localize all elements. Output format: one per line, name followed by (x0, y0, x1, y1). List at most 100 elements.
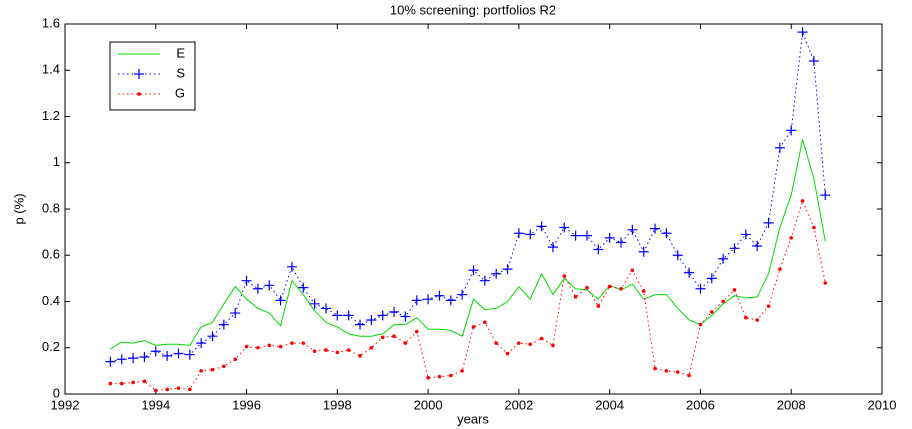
marker-dot (301, 341, 306, 345)
marker-dot (437, 374, 442, 379)
marker-dot (709, 310, 714, 314)
marker-plus (377, 310, 388, 321)
marker-dot (278, 344, 283, 349)
marker-plus (661, 228, 672, 239)
y-tick-label: 1.4 (42, 62, 60, 77)
marker-plus (207, 331, 218, 342)
marker-plus (162, 350, 173, 361)
marker-plus (604, 232, 615, 243)
marker-dot (766, 304, 771, 308)
series-line (110, 31, 826, 363)
marker-plus (468, 265, 479, 276)
marker-dot (619, 286, 623, 291)
y-tick-label: 0 (53, 385, 60, 400)
marker-dot (188, 387, 192, 392)
marker-dot (392, 334, 396, 338)
marker-plus (150, 346, 161, 357)
marker-plus (218, 319, 229, 330)
marker-dot (199, 369, 203, 373)
marker-plus (445, 295, 456, 306)
marker-plus (729, 243, 740, 254)
marker-plus (627, 224, 638, 235)
series-line (110, 199, 826, 392)
marker-dot (517, 341, 521, 345)
marker-plus (366, 315, 377, 325)
marker-dot (346, 348, 351, 352)
marker-plus (320, 303, 331, 314)
marker-dot (539, 336, 544, 341)
marker-dot (653, 366, 657, 371)
marker-dot (812, 225, 816, 230)
marker-plus (389, 306, 400, 317)
marker-dot (426, 376, 430, 380)
marker-dot (641, 289, 646, 293)
marker-dot (131, 380, 135, 385)
marker-dot (483, 320, 487, 325)
marker-dot (744, 315, 748, 320)
marker-dot (210, 367, 215, 372)
marker-plus (525, 229, 536, 240)
marker-dot (698, 322, 703, 327)
marker-dot (528, 342, 533, 347)
marker-plus (309, 298, 320, 309)
marker-dot (449, 373, 453, 378)
marker-plus (695, 283, 706, 294)
marker-plus (559, 222, 570, 233)
marker-dot (460, 369, 464, 373)
marker-dot (471, 325, 476, 329)
x-tick-label: 2004 (595, 397, 624, 412)
marker-dot (119, 381, 124, 386)
marker-dot (562, 274, 567, 278)
marker-plus (173, 348, 184, 359)
marker-plus (593, 244, 604, 255)
marker-plus (275, 295, 286, 306)
legend-label: G (175, 85, 185, 100)
marker-dot (687, 373, 691, 378)
marker-plus (820, 190, 831, 201)
marker-plus (196, 338, 207, 349)
marker-plus (400, 311, 411, 322)
marker-dot (335, 350, 340, 355)
marker-dot (222, 364, 226, 369)
marker-plus (184, 349, 195, 360)
marker-plus (411, 295, 422, 306)
y-tick-label: 1 (53, 154, 60, 169)
series-line (110, 139, 826, 350)
marker-plus (547, 242, 558, 253)
marker-plus (718, 253, 729, 264)
marker-plus (650, 223, 661, 234)
marker-plus (332, 310, 343, 321)
marker-dot (267, 343, 272, 348)
y-tick-label: 0.6 (42, 247, 60, 262)
marker-dot (142, 379, 147, 384)
y-tick-label: 1.6 (42, 15, 60, 30)
marker-dot (596, 304, 601, 308)
marker-plus (343, 310, 354, 321)
marker-plus (298, 282, 309, 293)
marker-dot (585, 285, 589, 290)
marker-plus (139, 352, 150, 362)
x-tick-label: 1998 (323, 397, 352, 412)
marker-plus (457, 289, 468, 300)
marker-plus (570, 230, 581, 241)
marker-dot (551, 343, 555, 348)
marker-plus (423, 294, 434, 305)
x-tick-label: 2006 (686, 397, 715, 412)
marker-plus (502, 264, 513, 275)
marker-dot (233, 357, 238, 362)
marker-plus (286, 261, 297, 272)
marker-plus (797, 27, 808, 38)
legend-marker (137, 92, 141, 96)
marker-dot (789, 236, 794, 240)
marker-dot (664, 369, 669, 373)
marker-dot (573, 295, 578, 299)
marker-plus (513, 228, 524, 239)
marker-plus (230, 308, 241, 319)
x-tick-label: 1992 (51, 397, 80, 412)
marker-dot (256, 345, 260, 350)
marker-plus (479, 275, 490, 286)
marker-plus (252, 283, 263, 294)
marker-dot (505, 351, 510, 356)
marker-plus (536, 221, 547, 232)
legend-label: E (176, 45, 185, 60)
